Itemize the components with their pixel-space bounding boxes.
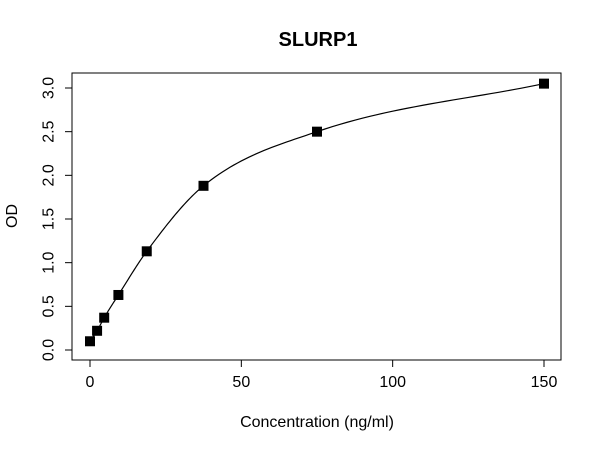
data-point <box>539 78 549 89</box>
y-tick-label: 3.0 <box>41 77 58 99</box>
data-point <box>198 180 209 191</box>
plot-frame <box>71 72 562 361</box>
x-tick-label: 0 <box>86 374 95 391</box>
x-tick-label: 100 <box>379 374 406 391</box>
data-point <box>92 325 103 336</box>
y-tick-label: 1.0 <box>41 251 58 273</box>
y-tick-label: 1.5 <box>41 208 58 230</box>
y-axis: 0.0 0.5 1.0 1.5 2.0 2.5 3.0 <box>41 77 73 361</box>
data-point <box>99 312 110 323</box>
x-tick-label: 50 <box>232 374 250 391</box>
x-axis-label: Concentration (ng/ml) <box>240 414 394 431</box>
data-point <box>141 246 152 257</box>
data-points <box>85 78 549 347</box>
fit-curve <box>89 83 545 342</box>
y-tick-label: 2.5 <box>41 120 58 142</box>
data-point <box>85 336 95 347</box>
y-axis-label: OD <box>4 204 21 228</box>
y-tick-label: 0.5 <box>41 295 58 317</box>
x-tick-label: 150 <box>531 374 558 391</box>
data-point <box>113 289 124 300</box>
y-tick-label: 2.0 <box>41 164 58 186</box>
chart-title: SLURP1 <box>279 29 358 51</box>
data-point <box>312 126 322 137</box>
y-tick-label: 0.0 <box>41 339 58 361</box>
x-axis: 0 50 100 150 <box>86 359 558 391</box>
